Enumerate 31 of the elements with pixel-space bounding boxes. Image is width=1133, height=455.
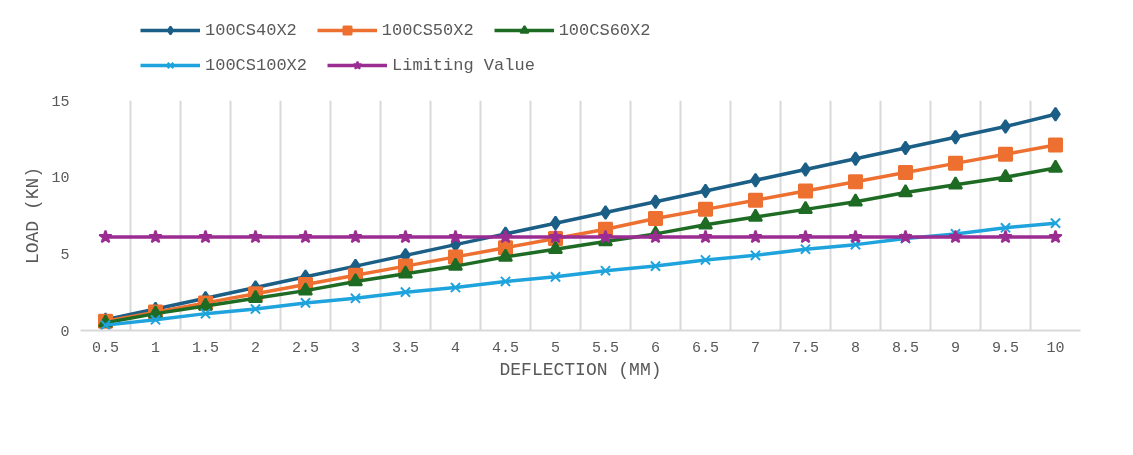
y-axis-title: LOAD (KN): [23, 166, 44, 265]
x-tick-label: 7.5: [792, 339, 820, 357]
x-tick-label: 8.5: [892, 339, 920, 357]
x-tick-label: 7: [751, 339, 761, 357]
x-tick-label: 5: [551, 339, 561, 357]
x-tick-label: 10: [1046, 339, 1065, 357]
x-tick-label: 4.5: [492, 339, 520, 357]
x-tick-label: 1.5: [192, 339, 220, 357]
legend-label: Limiting Value: [392, 55, 535, 75]
y-tick-label: 5: [60, 246, 70, 264]
legend-label: 100CS100X2: [205, 55, 308, 75]
legend-label: 100CS40X2: [205, 20, 297, 40]
x-tick-label: 8: [851, 339, 861, 357]
x-tick-label: 2: [251, 339, 261, 357]
legend-label: 100CS60X2: [558, 20, 651, 40]
x-tick-label: 6.5: [692, 339, 720, 357]
x-tick-label: 1: [151, 339, 161, 357]
legend-label: 100CS50X2: [381, 20, 474, 40]
y-tick-label: 10: [51, 170, 70, 188]
x-tick-label: 9.5: [992, 339, 1020, 357]
x-tick-label: 3: [351, 339, 361, 357]
x-tick-label: 5.5: [592, 339, 620, 357]
y-tick-label: 0: [60, 323, 70, 341]
x-tick-label: 6: [651, 339, 661, 357]
x-axis-title: DEFLECTION (MM): [499, 359, 662, 380]
x-tick-label: 0.5: [92, 339, 120, 357]
x-tick-label: 2.5: [292, 339, 320, 357]
x-tick-label: 3.5: [392, 339, 420, 357]
x-tick-label: 4: [451, 339, 461, 357]
x-tick-label: 9: [951, 339, 961, 357]
y-tick-label: 15: [51, 93, 70, 111]
